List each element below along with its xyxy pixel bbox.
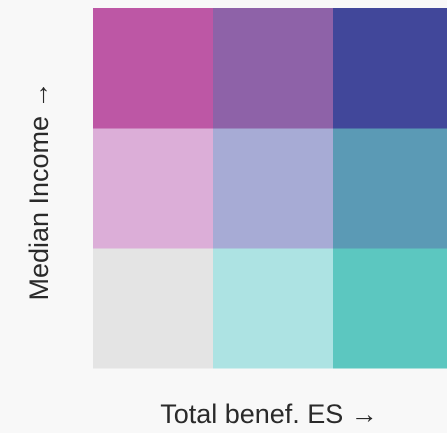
x-axis-label: Total benef. ES → bbox=[160, 399, 378, 429]
legend-cell-income-low-es-high bbox=[333, 248, 447, 369]
legend-cell-income-high-es-medium bbox=[213, 8, 334, 129]
legend-cell-income-high-es-high bbox=[333, 8, 447, 129]
legend-cell-income-high-es-low bbox=[93, 8, 214, 129]
legend-cells bbox=[93, 8, 447, 369]
legend-cell-income-medium-es-low bbox=[93, 128, 214, 249]
y-axis-label: Median Income → bbox=[24, 81, 54, 300]
legend-cell-income-low-es-medium bbox=[213, 248, 334, 369]
legend-cell-income-medium-es-medium bbox=[213, 128, 334, 249]
legend-cell-income-medium-es-high bbox=[333, 128, 447, 249]
legend-cell-income-low-es-low bbox=[93, 248, 214, 369]
